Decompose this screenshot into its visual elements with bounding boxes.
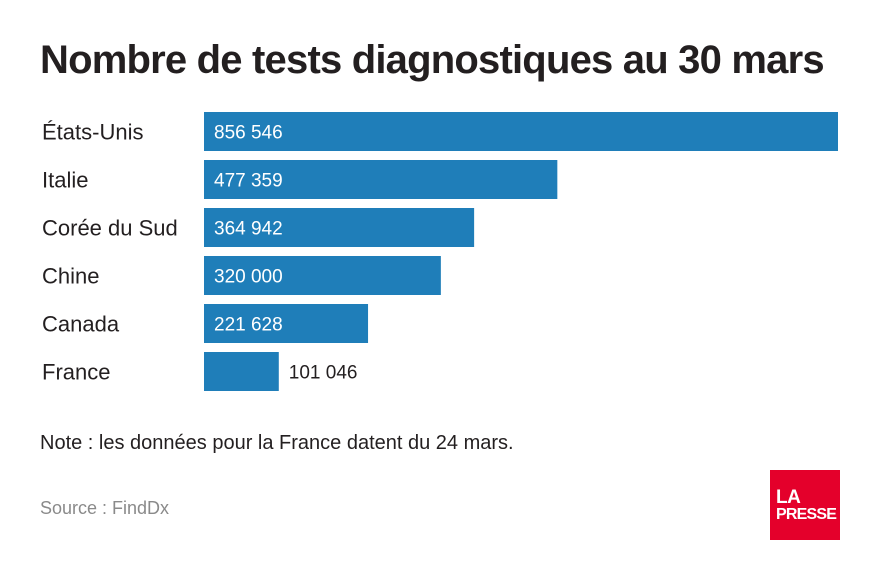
bar-row: Italie 477 359 (42, 160, 558, 199)
bar (204, 304, 369, 343)
la-presse-logo: LA PRESSE (770, 470, 840, 540)
bar (204, 160, 558, 199)
bar (204, 208, 475, 247)
category-label: Corée du Sud (42, 216, 178, 241)
value-label: 364 942 (214, 219, 283, 240)
value-label: 320 000 (214, 267, 283, 288)
value-label: 856 546 (214, 123, 283, 144)
bar-row: Chine 320 000 (42, 256, 441, 295)
chart-source: Source : FindDx (40, 498, 170, 518)
bar-chart: États-Unis 856 546 Italie 477 359 Corée du S… (42, 112, 838, 391)
bar-row: Corée du Sud 364 942 (42, 208, 475, 247)
bar (204, 256, 441, 295)
bar (204, 352, 279, 391)
category-label: États-Unis (42, 120, 143, 145)
value-label: 221 628 (214, 315, 283, 336)
bar (204, 112, 838, 151)
logo-line-2: PRESSE (776, 505, 837, 523)
logo-line-1: LA (776, 486, 801, 508)
category-label: Chine (42, 264, 99, 289)
value-label: 101 046 (289, 363, 358, 384)
bar-row: Canada 221 628 (42, 304, 369, 343)
bar-row: États-Unis 856 546 (42, 112, 838, 151)
category-label: Canada (42, 312, 120, 337)
category-label: France (42, 360, 110, 385)
chart-title: Nombre de tests diagnostiques au 30 mars (40, 38, 825, 82)
category-label: Italie (42, 168, 88, 193)
chart-note: Note : les données pour la France datent… (40, 432, 514, 454)
value-label: 477 359 (214, 171, 283, 192)
bar-row: France 101 046 (42, 352, 357, 391)
